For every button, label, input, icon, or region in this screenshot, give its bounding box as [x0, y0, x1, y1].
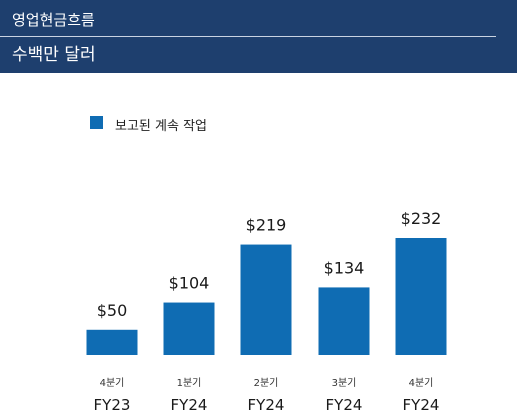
x-tick-label-quarter: 3분기	[332, 377, 357, 389]
chart-subtitle: 수백만 달러	[12, 45, 96, 65]
data-label: $134	[324, 258, 365, 277]
data-label: $219	[246, 216, 287, 235]
x-tick-label-year: FY24	[248, 396, 285, 414]
bar	[395, 238, 447, 355]
header-divider	[0, 36, 496, 37]
bar	[240, 244, 292, 355]
data-label: $232	[401, 209, 442, 228]
bar	[318, 287, 370, 355]
legend-label: 보고된 계속 작업	[115, 119, 207, 134]
x-tick-label-quarter: 2분기	[254, 377, 279, 389]
x-tick-label-quarter: 4분기	[409, 377, 434, 389]
bar	[163, 302, 215, 355]
data-label: $104	[169, 274, 210, 293]
chart-title: 영업현금흐름	[12, 11, 95, 29]
x-tick-label-year: FY24	[403, 396, 440, 414]
bar	[86, 329, 138, 355]
x-tick-label-year: FY24	[326, 396, 363, 414]
data-label: $50	[97, 301, 128, 320]
x-tick-label-year: FY24	[171, 396, 208, 414]
x-tick-label-quarter: 4분기	[100, 377, 125, 389]
header-banner: 영업현금흐름 수백만 달러	[0, 0, 517, 73]
x-tick-label-quarter: 1분기	[177, 377, 202, 389]
x-tick-label-year: FY23	[94, 396, 131, 414]
legend-swatch	[90, 116, 103, 129]
